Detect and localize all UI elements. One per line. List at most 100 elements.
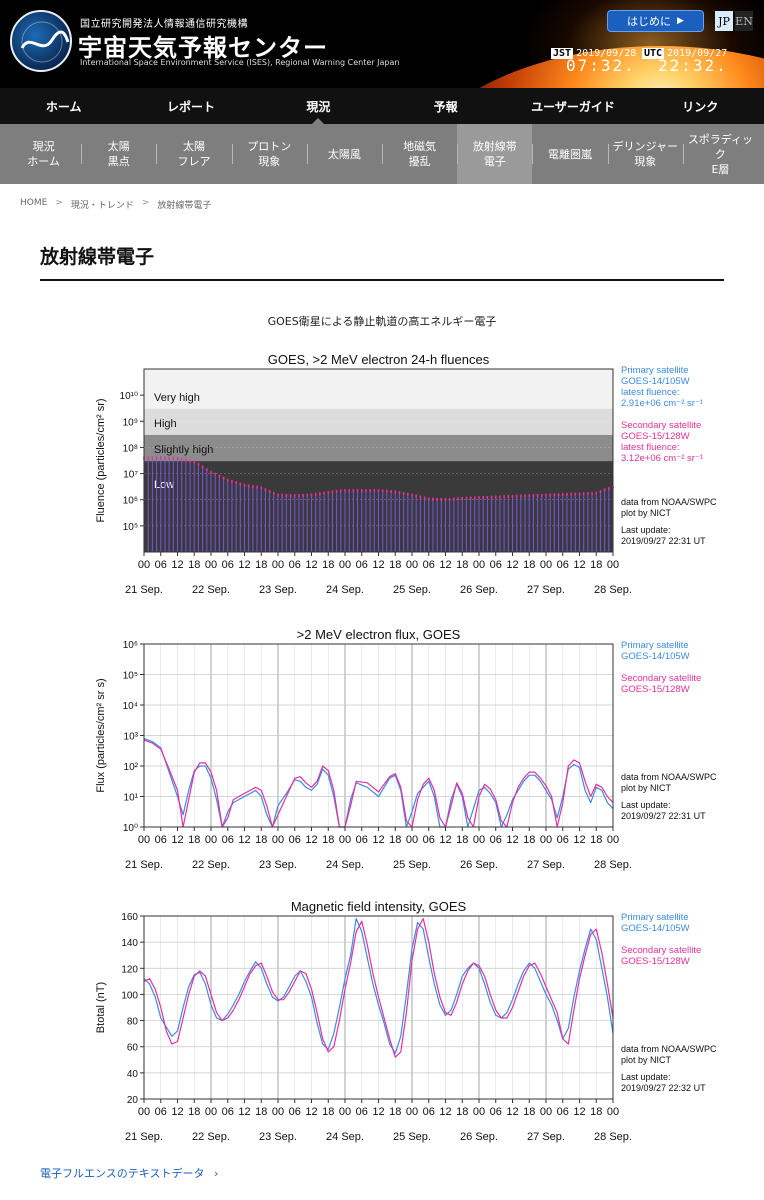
- x-tick-label: 18: [523, 559, 535, 571]
- fluence-bar-cap: [344, 489, 346, 493]
- fluence-bar-cap: [532, 494, 535, 498]
- x-tick-label: 12: [171, 1106, 183, 1118]
- y-tick-label: 10⁵: [123, 522, 138, 533]
- fluence-bar-cap: [440, 498, 443, 502]
- legend-text: Secondary satellite: [621, 945, 701, 956]
- y-tick-label: 100: [121, 990, 138, 1001]
- subnav-item-5[interactable]: 地磁気 擾乱: [382, 124, 457, 184]
- fluence-bar-cap: [306, 493, 309, 497]
- x-tick-label: 00: [138, 834, 150, 846]
- subnav-item-8[interactable]: デリンジャー 現象: [607, 124, 683, 184]
- fluence-bar-cap: [415, 494, 417, 498]
- legend-text: 3.12e+06 cm⁻² sr⁻¹: [621, 453, 703, 464]
- fluence-bar-cap: [494, 495, 497, 499]
- subnav-item-3[interactable]: プロトン 現象: [231, 124, 307, 184]
- x-day-label: 26 Sep.: [460, 1131, 498, 1143]
- fluence-bar-cap: [273, 491, 275, 495]
- legend-text: GOES-14/105W: [621, 651, 690, 662]
- y-tick-label: 120: [121, 964, 138, 975]
- subnav-item-6[interactable]: 放射線帯 電子: [457, 124, 533, 184]
- fluence-bar-cap: [264, 488, 267, 492]
- y-tick-label: 80: [127, 1017, 139, 1028]
- fluence-bar-cap: [381, 489, 384, 493]
- fluence-bar-cap: [507, 495, 510, 499]
- x-tick-label: 06: [557, 1106, 569, 1118]
- chart-title: Magnetic field intensity, GOES: [291, 899, 467, 914]
- fluence-bar-cap: [360, 489, 363, 493]
- x-tick-label: 06: [222, 1106, 234, 1118]
- subnav-item-4[interactable]: 太陽風: [306, 124, 382, 184]
- band-2: [144, 434, 613, 462]
- nav-item-1[interactable]: レポート: [166, 99, 215, 114]
- x-tick-label: 18: [456, 1106, 468, 1118]
- nav-item-2[interactable]: 現況: [255, 88, 382, 124]
- lang-en-button[interactable]: EN: [735, 11, 753, 31]
- intro-button[interactable]: はじめに ▶: [607, 10, 704, 32]
- x-tick-label: 12: [238, 559, 250, 571]
- x-tick-label: 06: [289, 1106, 301, 1118]
- magnetic-field-chart: Magnetic field intensity, GOES 20 40 60 80 10…: [95, 899, 717, 1143]
- fluence-bar-cap: [185, 458, 187, 462]
- x-tick-label: 00: [339, 1106, 351, 1118]
- x-tick-label: 00: [607, 834, 619, 846]
- fluence-bar-cap: [524, 494, 526, 498]
- fluence-bar-cap: [608, 486, 610, 490]
- subnav-item-9[interactable]: スポラディック E層: [682, 124, 758, 184]
- x-tick-label: 06: [155, 559, 167, 571]
- fluence-bar-cap: [172, 456, 175, 460]
- fluence-bar-cap: [298, 494, 300, 498]
- subnav-item-7[interactable]: 電離圏嵐: [532, 124, 607, 184]
- fluence-bar-cap: [206, 468, 208, 472]
- legend-text: latest fluence:: [621, 387, 680, 398]
- lang-jp-button[interactable]: JP: [715, 11, 733, 31]
- x-tick-label: 18: [523, 1106, 535, 1118]
- fluence-bar-cap: [394, 490, 397, 494]
- y-tick-label: 10⁰: [123, 823, 138, 834]
- nav-item-0[interactable]: ホーム: [45, 99, 82, 114]
- fluence-bar-cap: [515, 494, 518, 498]
- section-subtitle: GOES衛星による静止軌道の高エネルギー電子: [267, 315, 497, 328]
- x-day-label: 28 Sep.: [594, 1131, 632, 1143]
- fluence-bar-cap: [486, 495, 489, 499]
- x-tick-label: 06: [222, 834, 234, 846]
- x-day-label: 21 Sep.: [125, 1131, 163, 1143]
- fluence-bar-cap: [319, 492, 321, 496]
- note-text: plot by NICT: [621, 783, 672, 793]
- x-tick-label: 06: [557, 834, 569, 846]
- breadcrumb-home[interactable]: HOME: [20, 198, 48, 208]
- breadcrumb-status-trend[interactable]: 現況・トレンド: [70, 201, 134, 211]
- y-tick-label: 160: [121, 912, 138, 923]
- x-tick-label: 12: [372, 559, 384, 571]
- x-tick-label: 06: [356, 1106, 368, 1118]
- x-tick-label: 00: [406, 1106, 418, 1118]
- utc-label: UTC: [642, 48, 665, 59]
- y-tick-label: 10⁶: [123, 640, 138, 651]
- nav-item-3[interactable]: 予報: [433, 99, 458, 114]
- series-line-1: [143, 739, 614, 828]
- nict-logo[interactable]: [10, 10, 72, 72]
- org-name-english: International Space Environment Service …: [80, 58, 400, 67]
- jst-date: 2019/09/28: [576, 48, 637, 59]
- x-day-label: 27 Sep.: [527, 1131, 565, 1143]
- fluence-bar-cap: [448, 497, 451, 501]
- subnav-item-0[interactable]: 現況 ホーム: [6, 124, 81, 184]
- x-day-label: 23 Sep.: [259, 1131, 297, 1143]
- x-tick-label: 18: [188, 1106, 200, 1118]
- subnav-item-1[interactable]: 太陽 黒点: [81, 124, 156, 184]
- fluence-bar-cap: [168, 456, 170, 460]
- breadcrumb-current: 放射線帯電子: [157, 201, 212, 211]
- x-tick-label: 18: [456, 559, 468, 571]
- x-tick-label: 00: [607, 1106, 619, 1118]
- x-day-label: 21 Sep.: [125, 859, 163, 871]
- note-text: 2019/09/27 22:31 UT: [621, 811, 706, 821]
- subnav-item-2[interactable]: 太陽 フレア: [156, 124, 231, 184]
- fluence-text-data-link[interactable]: 電子フルエンスのテキストデータ ›: [40, 1165, 218, 1181]
- page-title: 放射線帯電子: [40, 246, 155, 268]
- fluence-bar-cap: [398, 491, 401, 495]
- fluence-bar-cap: [549, 493, 551, 497]
- nav-item-4[interactable]: ユーザーガイド: [531, 99, 615, 114]
- legend-text: GOES-15/128W: [621, 431, 690, 442]
- site-title[interactable]: 宇宙天気予報センター: [78, 34, 328, 62]
- nav-item-5[interactable]: リンク: [682, 99, 719, 114]
- x-day-label: 27 Sep.: [527, 859, 565, 871]
